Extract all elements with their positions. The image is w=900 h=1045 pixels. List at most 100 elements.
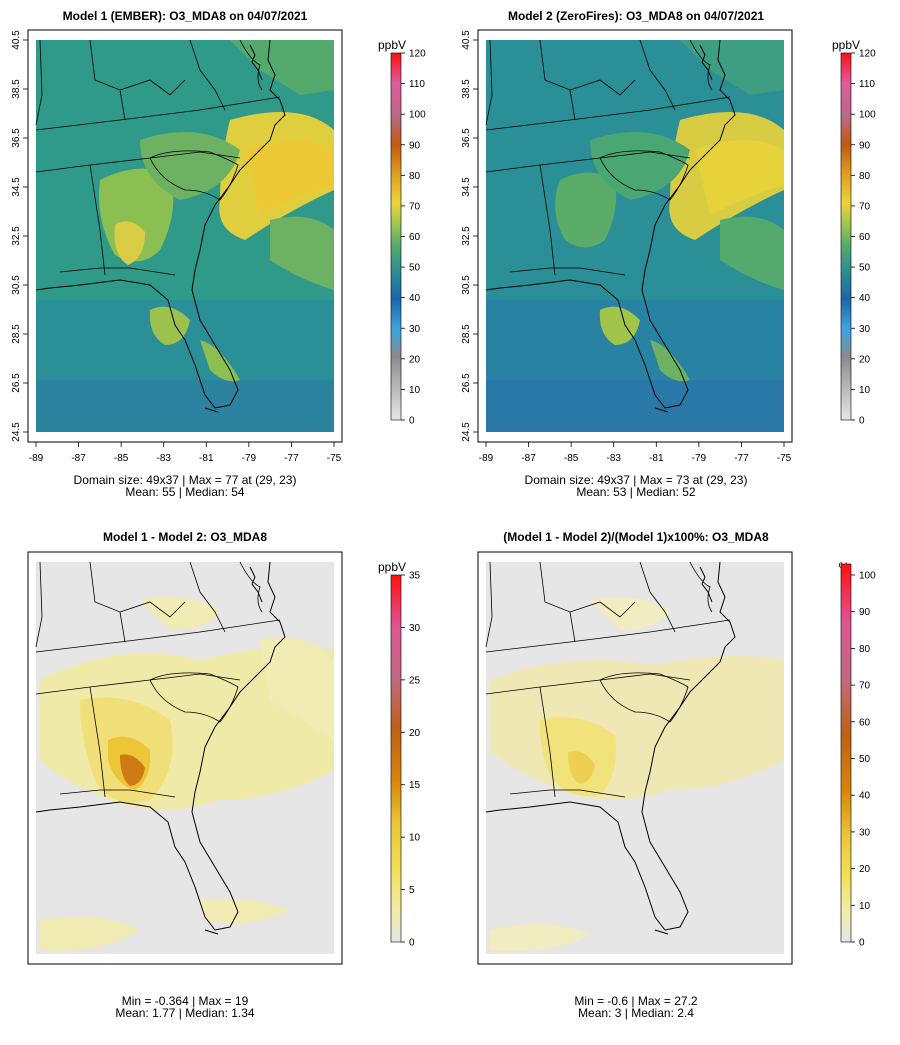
x-tick-label: -89 xyxy=(29,453,44,464)
panel-title: Model 1 - Model 2: O3_MDA8 xyxy=(103,530,267,544)
colorbar-tick-label: 90 xyxy=(859,607,871,618)
panel-model1: Model 1 (EMBER): O3_MDA8 on 04/07/2021 xyxy=(11,9,426,499)
stats-line-2: Mean: 55 | Median: 54 xyxy=(125,485,245,499)
colorbar-tick-label: 30 xyxy=(859,324,871,335)
colorbar-tick-label: 20 xyxy=(409,728,421,739)
colorbar: ppbV 0 5 10 15 20 25 30 35 xyxy=(378,560,421,949)
colorbar-tick-label: 80 xyxy=(409,171,421,182)
colorbar-ticks: 0 10 20 30 40 50 60 70 80 90 100 xyxy=(851,571,876,949)
difference-field xyxy=(36,562,334,954)
y-tick-label: 28.5 xyxy=(11,324,22,344)
colorbar-ticks: 0 5 10 15 20 25 30 35 xyxy=(401,571,421,949)
coastline xyxy=(35,39,286,413)
x-tick-label: -75 xyxy=(327,453,342,464)
stats-line-2: Mean: 3 | Median: 2.4 xyxy=(578,1006,694,1020)
y-tick-label: 30.5 xyxy=(461,275,472,295)
plot-border xyxy=(477,551,793,965)
colorbar-tick-label: 100 xyxy=(409,110,426,121)
y-tick-label: 24.5 xyxy=(11,422,22,442)
colorbar-ticks: 0 10 20 30 40 50 60 70 80 90 100 110 120 xyxy=(401,49,426,427)
colorbar-tick-label: 20 xyxy=(859,354,871,365)
stats-line-2: Mean: 1.77 | Median: 1.34 xyxy=(115,1006,255,1020)
colorbar-tick-label: 90 xyxy=(859,140,871,151)
colorbar: ppbV 0 10 20 30 40 50 60 70 80 90 100 110 120 xyxy=(832,38,876,427)
y-tick-label: 26.5 xyxy=(461,373,472,393)
colorbar-tick-label: 120 xyxy=(409,49,426,60)
state-boundaries xyxy=(35,39,281,276)
concentration-field xyxy=(36,40,334,432)
y-tick-label: 36.5 xyxy=(461,128,472,148)
colorbar-unit: ppbV xyxy=(832,38,860,52)
colorbar-tick-label: 40 xyxy=(859,293,871,304)
y-tick-label: 40.5 xyxy=(461,30,472,50)
stats-line-1: Min = -0.364 | Max = 19 xyxy=(122,994,249,1008)
colorbar-tick-label: 60 xyxy=(859,717,871,728)
x-tick-label: -77 xyxy=(734,453,749,464)
axes: -89 -87 -85 -83 -81 -79 -77 -75 24.5 26.5 28.5 30.5… xyxy=(11,30,342,464)
y-tick-label: 38.5 xyxy=(11,79,22,99)
y-tick-label: 24.5 xyxy=(461,422,472,442)
y-tick-label: 30.5 xyxy=(11,275,22,295)
x-tick-label: -79 xyxy=(242,453,257,464)
x-tick-label: -85 xyxy=(114,453,129,464)
colorbar-tick-label: 40 xyxy=(859,791,871,802)
colorbar-tick-label: 30 xyxy=(859,827,871,838)
y-tick-label: 36.5 xyxy=(11,128,22,148)
colorbar-tick-label: 110 xyxy=(859,79,875,90)
colorbar-tick-label: 10 xyxy=(409,385,421,396)
colorbar-tick-label: 80 xyxy=(859,171,871,182)
coastline xyxy=(485,39,736,413)
x-tick-label: -81 xyxy=(649,453,664,464)
y-tick-label: 26.5 xyxy=(11,373,22,393)
stats-line-1: Domain size: 49x37 | Max = 73 at (29, 23… xyxy=(525,473,748,487)
x-tick-label: -75 xyxy=(777,453,792,464)
colorbar-tick-label: 60 xyxy=(409,232,421,243)
plot-border xyxy=(27,551,343,965)
x-tick-label: -81 xyxy=(199,453,214,464)
coastline xyxy=(35,561,286,935)
colorbar-tick-label: 0 xyxy=(409,938,415,949)
stats-line-1: Domain size: 49x37 | Max = 77 at (29, 23… xyxy=(74,473,297,487)
panel-percent-difference: (Model 1 - Model 2)/(Model 1)x100%: O3_M… xyxy=(477,530,876,1020)
x-tick-label: -77 xyxy=(284,453,299,464)
colorbar-tick-label: 70 xyxy=(859,681,871,692)
colorbar-tick-label: 0 xyxy=(859,938,865,949)
colorbar-tick-label: 40 xyxy=(409,293,421,304)
panel-model2: Model 2 (ZeroFires): O3_MDA8 on 04/07/20… xyxy=(461,9,876,499)
colorbar-tick-label: 100 xyxy=(859,110,876,121)
colorbar-tick-label: 10 xyxy=(859,901,871,912)
colorbar-tick-label: 50 xyxy=(859,754,871,765)
y-tick-label: 34.5 xyxy=(11,177,22,197)
x-tick-label: -83 xyxy=(156,453,171,464)
x-tick-label: -87 xyxy=(71,453,86,464)
colorbar-tick-label: 0 xyxy=(859,416,865,427)
coastline xyxy=(485,561,736,935)
colorbar-tick-label: 70 xyxy=(859,201,871,212)
colorbar: ppbV 0 10 20 30 40 50 60 70 80 90 100 110 120 xyxy=(378,38,426,427)
colorbar-tick-label: 110 xyxy=(409,79,425,90)
concentration-field xyxy=(486,40,784,432)
x-tick-label: -87 xyxy=(521,453,536,464)
colorbar-tick-label: 15 xyxy=(409,780,421,791)
stats-line-1: Min = -0.6 | Max = 27.2 xyxy=(574,994,698,1008)
colorbar-tick-label: 90 xyxy=(409,140,421,151)
x-tick-label: -79 xyxy=(692,453,707,464)
panel-title: Model 2 (ZeroFires): O3_MDA8 on 04/07/20… xyxy=(508,9,764,23)
colorbar-tick-label: 80 xyxy=(859,644,871,655)
x-tick-label: -83 xyxy=(606,453,621,464)
colorbar-tick-label: 100 xyxy=(859,571,876,582)
colorbar-tick-label: 10 xyxy=(859,385,871,396)
colorbar-tick-label: 50 xyxy=(859,263,871,274)
y-tick-label: 38.5 xyxy=(461,79,472,99)
colorbar-tick-label: 5 xyxy=(409,885,415,896)
colorbar-tick-label: 50 xyxy=(409,263,421,274)
colorbar-unit: ppbV xyxy=(378,560,406,574)
colorbar-ticks: 0 10 20 30 40 50 60 70 80 90 100 110 120 xyxy=(851,49,876,427)
colorbar-tick-label: 10 xyxy=(409,833,421,844)
panel-title: (Model 1 - Model 2)/(Model 1)x100%: O3_M… xyxy=(503,530,769,544)
axes: -89 -87 -85 -83 -81 -79 -77 -75 24.5 26.5 28.5 30.5… xyxy=(461,30,792,464)
colorbar-tick-label: 30 xyxy=(409,623,421,634)
